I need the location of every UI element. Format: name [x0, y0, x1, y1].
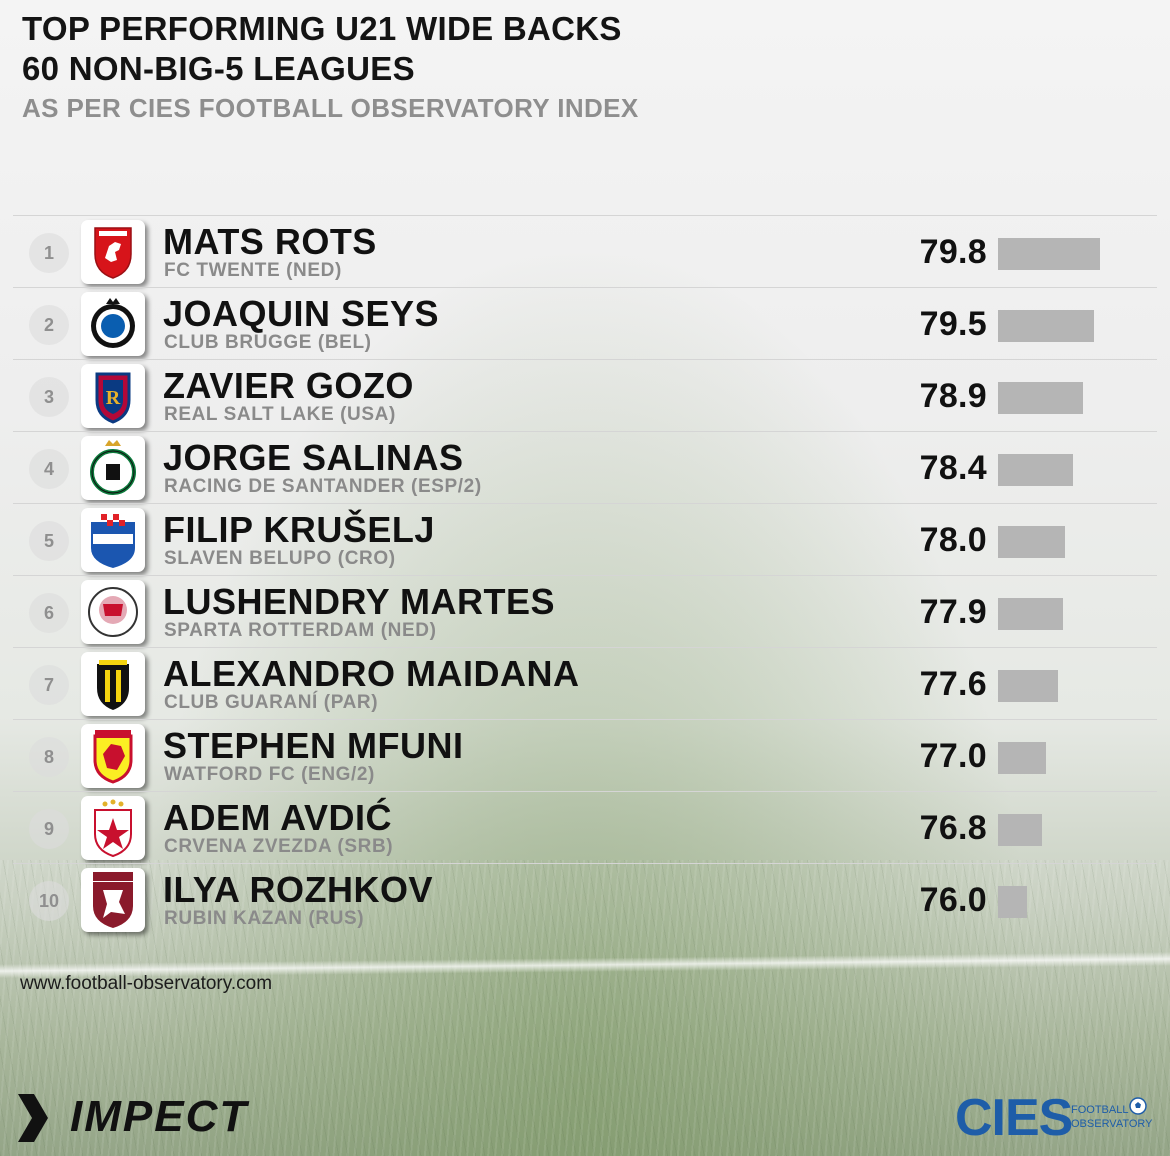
table-row: 9 ADEM AVDIĆ CRVENA ZVEZDA (SRB) 76.8 — [13, 791, 1157, 863]
score-bar — [998, 598, 1063, 630]
score-label: 78.9 — [919, 377, 987, 415]
cies-wordmark: CIES — [955, 1089, 1073, 1147]
player-name: STEPHEN MFUNI — [163, 725, 464, 766]
score-label: 79.8 — [919, 233, 987, 271]
rubin-kazan-crest — [81, 868, 145, 932]
fc-twente-crest — [81, 220, 145, 284]
table-row: 5 FILIP KRUŠELJ SLAVEN BELUPO (CRO) 78.0 — [13, 503, 1157, 575]
impect-chevron-icon — [18, 1094, 48, 1142]
table-row: 3 R ZAVIER GOZO REAL SALT LAKE (USA) 78.9 — [13, 359, 1157, 431]
club-name: CLUB BRUGGE (BEL) — [164, 332, 372, 353]
rank-badge: 4 — [29, 449, 69, 489]
racing-santander-crest — [81, 436, 145, 500]
score-label: 76.0 — [919, 881, 987, 919]
score-label: 77.9 — [919, 593, 987, 631]
table-row: 8 STEPHEN MFUNI WATFORD FC (ENG/2) 77.0 — [13, 719, 1157, 791]
player-name: FILIP KRUŠELJ — [163, 509, 435, 550]
score-label: 78.0 — [919, 521, 987, 559]
score-bar — [998, 238, 1100, 270]
svg-text:R: R — [106, 387, 121, 409]
website-link[interactable]: www.football-observatory.com — [20, 973, 273, 994]
chart-title-line2: 60 NON-BIG-5 LEAGUES — [22, 50, 415, 87]
table-row: 2 JOAQUIN SEYS CLUB BRUGGE (BEL) 79.5 — [13, 287, 1157, 359]
player-name: ALEXANDRO MAIDANA — [163, 653, 580, 694]
score-label: 79.5 — [919, 305, 987, 343]
score-label: 78.4 — [919, 449, 987, 487]
club-name: SPARTA ROTTERDAM (NED) — [164, 620, 437, 641]
crvena-zvezda-crest — [81, 796, 145, 860]
score-bar — [998, 670, 1058, 702]
score-bar — [998, 886, 1027, 918]
player-name: ZAVIER GOZO — [163, 365, 414, 406]
rank-badge: 6 — [29, 593, 69, 633]
chart-subtitle: AS PER CIES FOOTBALL OBSERVATORY INDEX — [22, 93, 639, 123]
ranking-table: 1 MATS ROTS FC TWENTE (NED) 79.8 2 JOAQUIN SE… — [13, 215, 1157, 935]
club-name: CRVENA ZVEZDA (SRB) — [164, 836, 394, 857]
rank-badge: 1 — [29, 233, 69, 273]
table-row: 4 JORGE SALINAS RACING DE SANTANDER (ESP/2… — [13, 431, 1157, 503]
rank-badge: 9 — [29, 809, 69, 849]
score-label: 77.6 — [919, 665, 987, 703]
rank-badge: 8 — [29, 737, 69, 777]
score-bar — [998, 454, 1073, 486]
club-name: RACING DE SANTANDER (ESP/2) — [164, 476, 482, 497]
sparta-rotterdam-crest — [81, 580, 145, 644]
grass-background — [0, 860, 1170, 1156]
table-row: 7 ALEXANDRO MAIDANA CLUB GUARANÍ (PAR) 77.6 — [13, 647, 1157, 719]
club-name: RUBIN KAZAN (RUS) — [164, 908, 365, 929]
rank-badge: 3 — [29, 377, 69, 417]
real-salt-lake-crest: R — [81, 364, 145, 428]
club-brugge-crest — [81, 292, 145, 356]
club-name: WATFORD FC (ENG/2) — [164, 764, 375, 785]
club-name: SLAVEN BELUPO (CRO) — [164, 548, 396, 569]
score-label: 77.0 — [919, 737, 987, 775]
rank-badge: 7 — [29, 665, 69, 705]
player-name: MATS ROTS — [163, 221, 377, 262]
cies-subtitle: FOOTBALL OBSERVATORY — [1071, 1103, 1153, 1131]
club-name: CLUB GUARANÍ (PAR) — [164, 692, 379, 713]
player-name: ADEM AVDIĆ — [163, 797, 392, 838]
slaven-belupo-crest — [81, 508, 145, 572]
score-bar — [998, 742, 1046, 774]
cies-sub-line1: FOOTBALL — [1071, 1104, 1129, 1116]
score-bar — [998, 814, 1042, 846]
score-label: 76.8 — [919, 809, 987, 847]
score-bar — [998, 526, 1065, 558]
rank-badge: 2 — [29, 305, 69, 345]
cies-sub-line2: OBSERVATORY — [1071, 1118, 1153, 1130]
club-name: REAL SALT LAKE (USA) — [164, 404, 396, 425]
watford-crest — [81, 724, 145, 788]
score-bar — [998, 310, 1094, 342]
football-icon — [1129, 1097, 1147, 1115]
impect-wordmark: IMPECT — [70, 1092, 249, 1141]
table-row: 1 MATS ROTS FC TWENTE (NED) 79.8 — [13, 215, 1157, 287]
chart-title-line1: TOP PERFORMING U21 WIDE BACKS — [22, 10, 622, 47]
rank-badge: 5 — [29, 521, 69, 561]
player-name: JOAQUIN SEYS — [163, 293, 440, 334]
rank-badge: 10 — [29, 881, 69, 921]
table-row: 10 ILYA ROZHKOV RUBIN KAZAN (RUS) 76.0 — [13, 863, 1157, 935]
club-name: FC TWENTE (NED) — [164, 260, 342, 281]
impect-logo — [18, 1094, 48, 1142]
player-name: LUSHENDRY MARTES — [163, 581, 556, 622]
player-name: ILYA ROZHKOV — [163, 869, 434, 910]
club-guarani-crest — [81, 652, 145, 716]
player-name: JORGE SALINAS — [163, 437, 464, 478]
table-row: 6 LUSHENDRY MARTES SPARTA ROTTERDAM (NED) 7… — [13, 575, 1157, 647]
score-bar — [998, 382, 1083, 414]
